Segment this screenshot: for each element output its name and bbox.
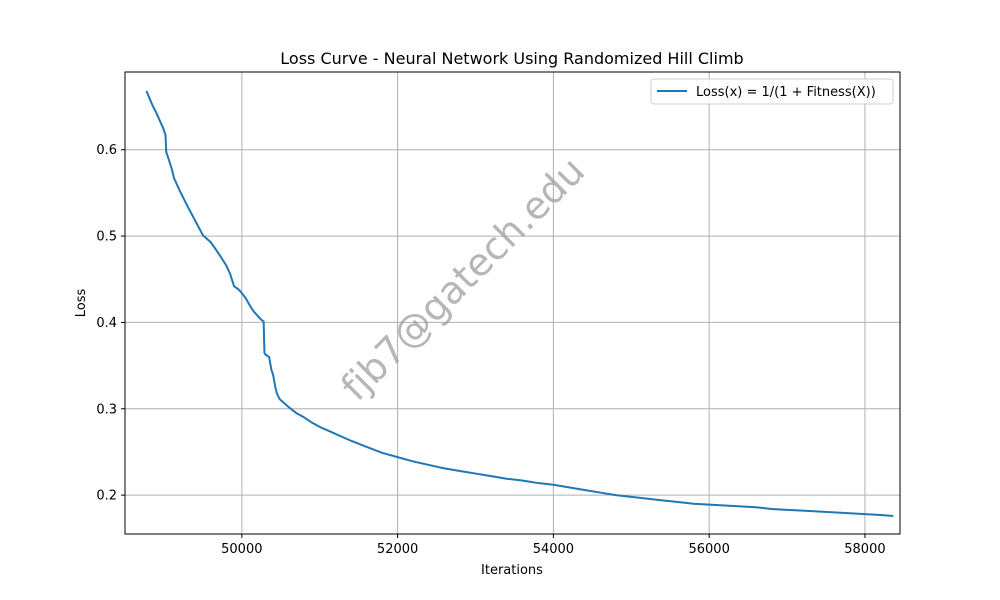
y-tick-label: 0.3 bbox=[96, 402, 117, 417]
grid-layer bbox=[125, 72, 900, 534]
y-tick-label: 0.5 bbox=[96, 230, 117, 245]
y-axis-title: Loss bbox=[74, 289, 89, 318]
loss-series-line bbox=[145, 90, 894, 517]
legend-box bbox=[650, 78, 894, 105]
x-tick-label: 52000 bbox=[377, 542, 418, 557]
legend: Loss(x) = 1/(1 + Fitness(X)) bbox=[650, 78, 894, 105]
x-axis-title: Iterations bbox=[481, 563, 543, 578]
x-tick-label: 56000 bbox=[688, 542, 729, 557]
chart-title: Loss Curve - Neural Network Using Random… bbox=[280, 49, 743, 68]
legend-label: Loss(x) = 1/(1 + Fitness(X)) bbox=[696, 85, 876, 100]
y-tick-label: 0.6 bbox=[96, 143, 117, 158]
y-tick-label: 0.2 bbox=[96, 489, 117, 504]
tick-layer: 50000 52000 54000 56000 58000 0.2 0.3 0.4 0.5 0.6 bbox=[96, 143, 885, 557]
x-tick-label: 50000 bbox=[221, 542, 262, 557]
x-tick-label: 54000 bbox=[533, 542, 574, 557]
plot-area-frame bbox=[124, 71, 901, 535]
x-tick-label: 58000 bbox=[844, 542, 885, 557]
series-layer bbox=[145, 90, 894, 517]
y-tick-label: 0.4 bbox=[96, 316, 117, 331]
